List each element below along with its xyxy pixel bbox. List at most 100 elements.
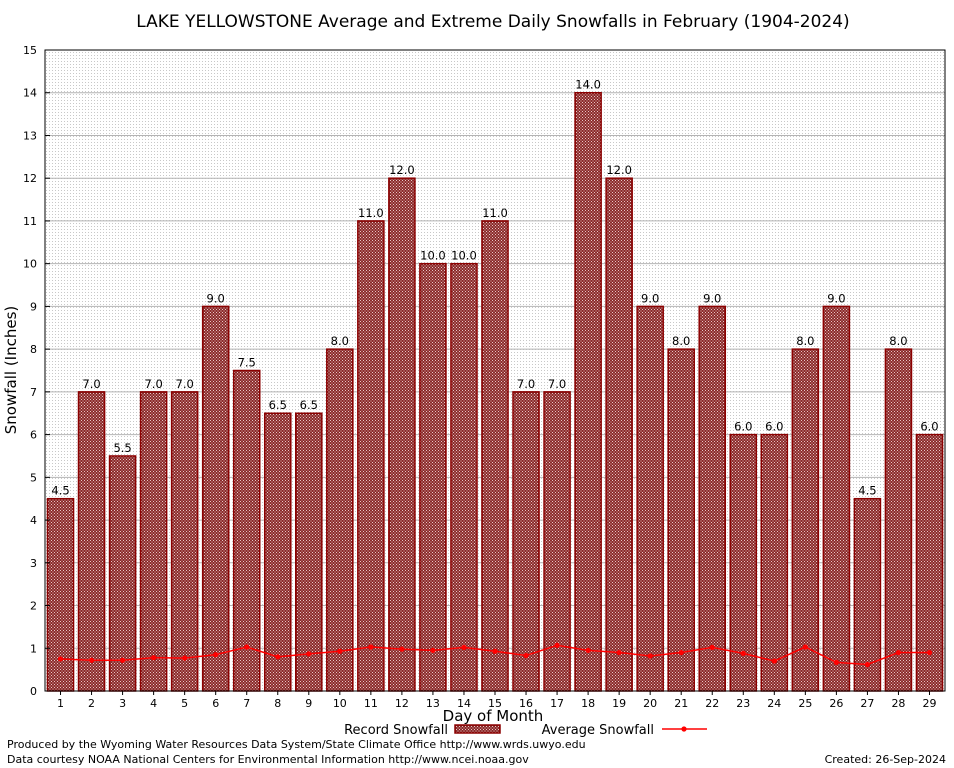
bar-day-6 (201, 305, 230, 692)
y-tick-label: 10 (23, 258, 37, 271)
average-point-day-28 (895, 649, 902, 656)
x-tick-label: 16 (519, 697, 533, 710)
x-tick-label: 27 (860, 697, 874, 710)
bar-day-22 (698, 305, 727, 692)
x-tick-label: 11 (364, 697, 378, 710)
bar-day-24 (760, 433, 789, 692)
y-tick-label: 12 (23, 172, 37, 185)
y-tick-label: 8 (30, 343, 37, 356)
bar-day-26 (822, 305, 851, 692)
x-tick-label: 22 (705, 697, 719, 710)
x-tick-label: 28 (891, 697, 905, 710)
bar-value-label: 7.0 (82, 377, 100, 391)
footer-courtesy: Data courtesy NOAA National Centers for … (7, 753, 529, 766)
average-point-day-26 (833, 659, 839, 665)
bar-value-labels: 4.5 7.0 5.5 7.0 7.0 9.0 7.5 6.5 6.5 8.0 11.0 12.0 10… (51, 78, 938, 498)
legend: Record Snowfall Average Snowfall (344, 723, 707, 738)
x-axis-label: Day of Month (443, 707, 544, 725)
bar-value-label: 12.0 (606, 163, 632, 177)
bar-value-label: 6.0 (765, 420, 783, 434)
x-tick-label: 24 (767, 697, 781, 710)
x-tick-label: 23 (736, 697, 750, 710)
bar-day-9 (295, 412, 323, 692)
bar-day-4 (139, 391, 168, 692)
average-point-day-29 (926, 649, 933, 656)
bar-day-18 (574, 91, 602, 692)
average-point-day-8 (275, 654, 281, 660)
average-point-day-7 (244, 644, 250, 650)
average-point-day-15 (492, 648, 498, 654)
y-tick-label: 9 (30, 300, 37, 313)
x-tick-label: 26 (829, 697, 843, 710)
bar-day-1 (46, 497, 75, 692)
average-point-day-5 (182, 655, 188, 661)
x-tick-label: 7 (243, 697, 250, 710)
bar-day-12 (388, 177, 416, 692)
record-bars (46, 91, 944, 692)
y-tick-label: 1 (30, 642, 37, 655)
average-point-day-24 (771, 658, 777, 664)
y-tick-label: 14 (23, 87, 37, 100)
average-point-day-16 (523, 652, 529, 659)
bar-day-14 (450, 262, 478, 692)
x-tick-label: 19 (612, 697, 626, 710)
bar-value-label: 6.0 (734, 420, 752, 434)
footer-created: Created: 26-Sep-2024 (824, 753, 946, 766)
x-tick-label: 17 (550, 697, 564, 710)
bar-value-label: 7.0 (144, 377, 162, 391)
bar-value-label: 10.0 (451, 249, 477, 263)
average-point-day-27 (864, 661, 871, 668)
average-point-day-22 (709, 644, 715, 651)
average-line (57, 642, 933, 668)
average-point-day-9 (306, 651, 312, 657)
average-point-day-20 (647, 653, 653, 659)
y-tick-label: 6 (30, 429, 37, 442)
bar-day-7 (232, 369, 261, 692)
x-tick-label: 25 (798, 697, 812, 710)
bar-day-10 (326, 348, 354, 692)
bar-value-label: 4.5 (51, 484, 69, 498)
x-tick-label: 9 (305, 697, 312, 710)
bar-day-2 (77, 391, 106, 692)
bar-value-label: 7.5 (238, 356, 256, 370)
bar-day-23 (729, 433, 758, 692)
average-point-day-11 (368, 644, 374, 650)
y-tick-label: 7 (30, 386, 37, 399)
legend-swatch-average-dot (681, 726, 687, 732)
x-tick-label: 1 (57, 697, 64, 710)
bar-day-3 (108, 455, 137, 692)
bar-value-label: 8.0 (796, 334, 814, 348)
bar-day-21 (667, 348, 695, 692)
bar-value-label: 6.5 (300, 398, 318, 412)
bar-value-label: 12.0 (389, 163, 415, 177)
bar-day-5 (170, 391, 199, 692)
bar-value-label: 7.0 (517, 377, 535, 391)
bar-value-label: 8.0 (889, 334, 907, 348)
average-point-day-10 (337, 648, 343, 654)
bar-value-label: 6.5 (269, 398, 287, 412)
x-axis-ticks: 1 2 3 4 5 6 7 8 9 10 11 12 13 14 15 16 17 18 19 20 21 22 23 24 2… (57, 691, 936, 710)
y-tick-label: 15 (23, 44, 37, 57)
bar-value-label: 5.5 (113, 441, 131, 455)
average-point-day-6 (213, 652, 219, 658)
bar-day-8 (263, 412, 292, 692)
legend-swatch-record (454, 724, 501, 734)
y-tick-label: 2 (30, 600, 37, 613)
x-tick-label: 15 (488, 697, 502, 710)
x-tick-label: 29 (922, 697, 936, 710)
bar-value-label: 7.0 (548, 377, 566, 391)
bar-value-label: 9.0 (207, 291, 225, 305)
average-point-day-17 (554, 642, 560, 648)
x-tick-label: 6 (212, 697, 219, 710)
y-axis-label: Snowfall (Inches) (2, 306, 20, 434)
bar-value-label: 9.0 (703, 291, 721, 305)
average-point-day-23 (740, 650, 746, 656)
x-tick-label: 3 (119, 697, 126, 710)
average-point-day-12 (399, 646, 405, 652)
bar-day-15 (481, 220, 509, 692)
legend-label-record: Record Snowfall (344, 723, 448, 738)
bar-day-20 (636, 305, 664, 692)
x-tick-label: 2 (88, 697, 95, 710)
